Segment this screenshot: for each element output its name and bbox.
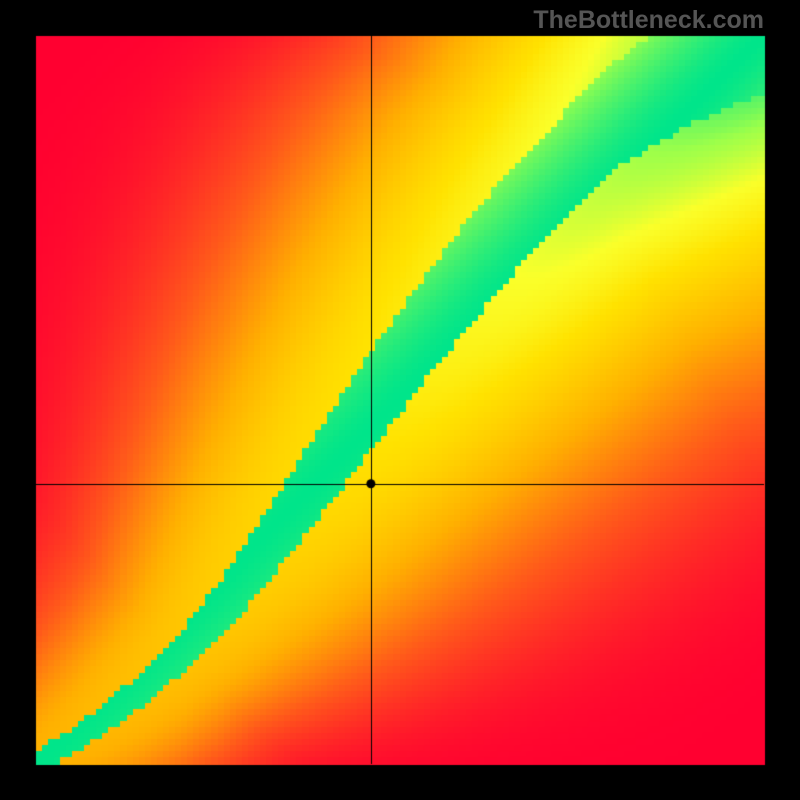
watermark-label: TheBottleneck.com	[533, 6, 764, 35]
bottleneck-heatmap	[0, 0, 800, 800]
